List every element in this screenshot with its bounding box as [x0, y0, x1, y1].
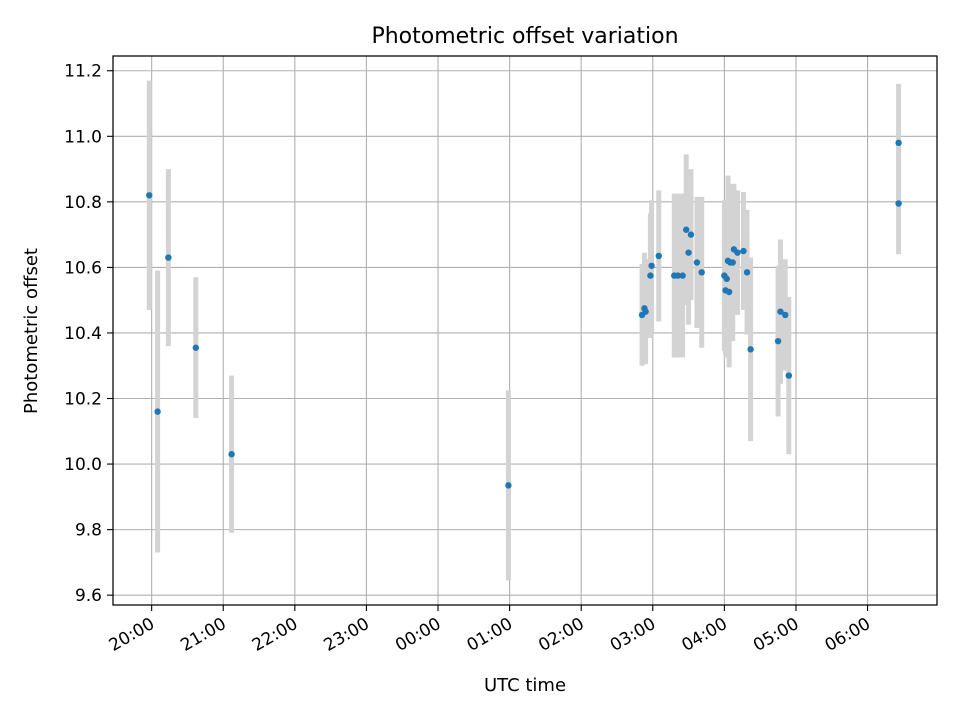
data-point	[674, 272, 682, 279]
y-tick-label: 10.8	[64, 193, 102, 213]
data-point	[729, 259, 736, 266]
data-point	[685, 249, 692, 256]
data-point	[165, 254, 172, 261]
y-tick-label: 11.0	[64, 127, 102, 147]
data-point	[146, 192, 153, 199]
data-point	[723, 275, 730, 283]
data-point	[774, 337, 782, 345]
data-point	[192, 344, 200, 351]
data-point	[687, 231, 695, 238]
y-tick-label: 9.6	[75, 586, 102, 606]
data-point	[725, 288, 733, 296]
data-point	[679, 272, 686, 279]
y-tick-label: 10.4	[64, 324, 102, 344]
y-tick-label: 10.6	[64, 258, 102, 278]
y-tick-label: 11.2	[64, 62, 102, 82]
data-points	[146, 139, 902, 489]
data-point	[693, 259, 701, 266]
data-point	[782, 311, 789, 319]
plot-frame	[112, 55, 938, 606]
data-point	[895, 200, 902, 207]
data-point	[154, 408, 161, 415]
data-point	[642, 308, 649, 315]
y-axis: 9.6 9.8 10.0 10.2 10.4 10.6 10.8 11.0 11.2	[64, 62, 113, 606]
data-point	[682, 226, 690, 233]
data-point	[743, 269, 751, 276]
y-tick-label: 9.8	[75, 521, 102, 541]
data-point	[648, 262, 655, 269]
data-point	[895, 139, 902, 147]
data-point	[228, 451, 235, 458]
data-point	[747, 346, 754, 353]
data-point	[777, 308, 784, 315]
data-point	[655, 252, 662, 260]
y-tick-label: 10.0	[64, 455, 102, 475]
y-tick-label: 10.2	[64, 390, 102, 410]
data-point	[785, 372, 793, 379]
data-point	[698, 269, 705, 276]
data-point	[740, 247, 747, 255]
chart-title: Photometric offset variation	[371, 24, 678, 49]
y-axis-label: Photometric offset	[21, 248, 42, 414]
data-point	[505, 482, 512, 489]
x-axis-label: UTC time	[484, 675, 566, 696]
data-point	[734, 249, 741, 256]
data-point	[647, 272, 654, 279]
